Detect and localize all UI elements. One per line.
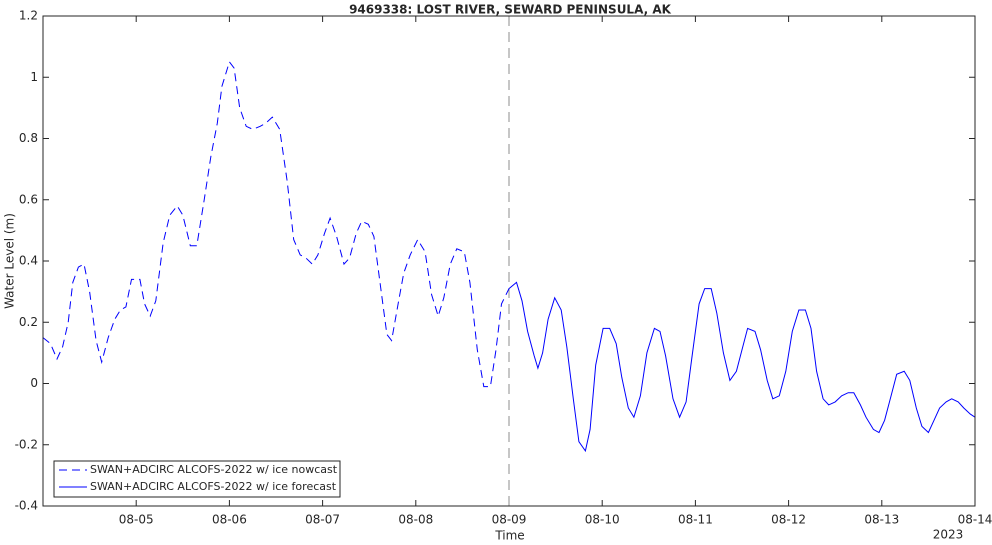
x-tick-label: 08-10 xyxy=(585,513,620,527)
legend-label: SWAN+ADCIRC ALCOFS-2022 w/ ice nowcast xyxy=(90,463,338,476)
y-tick-label: -0.4 xyxy=(15,499,38,513)
x-tick-label: 08-06 xyxy=(212,513,247,527)
plot-frame xyxy=(42,15,976,507)
x-tick-label: 08-08 xyxy=(398,513,433,527)
x-tick-label: 08-13 xyxy=(864,513,899,527)
x-tick-label: 08-07 xyxy=(305,513,340,527)
y-tick-label: -0.2 xyxy=(15,437,38,451)
y-tick-label: 1 xyxy=(30,70,38,84)
x-tick-label: 08-14 xyxy=(958,513,992,527)
y-axis-label: Water Level (m) xyxy=(3,213,17,309)
data-line xyxy=(42,60,510,388)
legend-box xyxy=(53,460,341,498)
y-tick-label: 0 xyxy=(30,376,38,390)
y-tick-label: 1.2 xyxy=(19,9,38,23)
y-tick-label: 0.6 xyxy=(19,192,38,206)
x-axis-year: 2023 xyxy=(933,528,964,542)
legend-label: SWAN+ADCIRC ALCOFS-2022 w/ ice forecast xyxy=(90,480,337,493)
y-tick-label: 0.8 xyxy=(19,131,38,145)
data-line xyxy=(508,281,976,453)
y-tick-label: 0.2 xyxy=(19,315,38,329)
x-axis-label: Time xyxy=(494,529,524,542)
x-tick-label: 08-12 xyxy=(771,513,806,527)
chart-title: 9469338: LOST RIVER, SEWARD PENINSULA, A… xyxy=(349,3,672,17)
x-tick-label: 08-05 xyxy=(119,513,154,527)
x-tick-label: 08-09 xyxy=(492,513,527,527)
y-tick-label: 0.4 xyxy=(19,254,38,268)
x-tick-label: 08-11 xyxy=(678,513,713,527)
